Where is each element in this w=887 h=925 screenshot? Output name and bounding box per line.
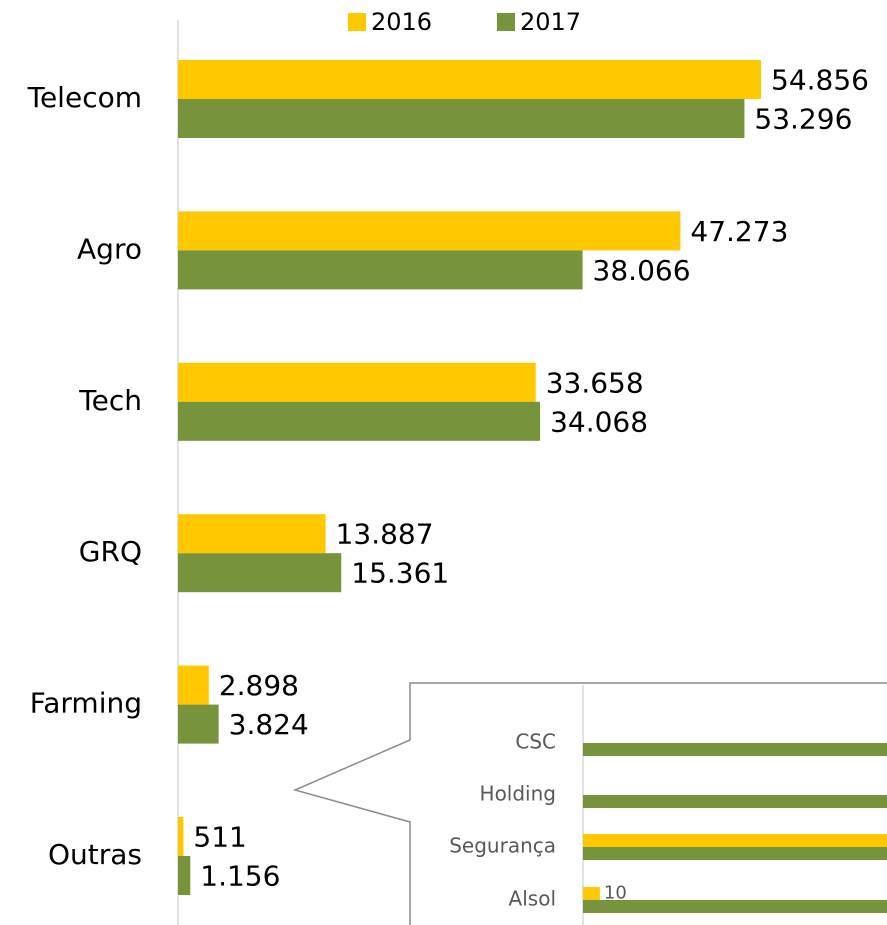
inset-bar [583,900,887,913]
bar [178,817,184,856]
inset-category-label: Segurança [449,834,556,858]
value-label: 511 [193,821,246,854]
value-label: 54.856 [771,64,869,97]
category-label: Telecom [27,81,142,114]
value-label: 3.824 [229,708,309,741]
bar [178,514,326,554]
bar [178,553,342,593]
inset-bar [583,847,887,860]
value-label: 13.887 [336,518,434,551]
inset-category-label: Alsol [509,887,556,911]
inset-bar [583,795,887,808]
value-label: 53.296 [754,103,852,136]
bar [178,704,219,744]
category-label: Outras [48,838,142,871]
value-label: 38.066 [593,254,691,287]
inset-bars [583,743,887,913]
value-label: 47.273 [690,215,788,248]
value-label: 33.658 [546,366,644,399]
inset-value-label: 10 [604,883,627,904]
bar [178,856,191,895]
bar [178,665,209,705]
legend-label: 2017 [520,8,581,36]
inset-bar [583,887,600,900]
bar [178,362,536,402]
value-label: 34.068 [550,405,648,438]
bar [178,211,681,251]
category-label: Tech [78,384,142,417]
value-label: 1.156 [200,860,280,893]
inset-bar [583,834,887,847]
category-label: Agro [77,232,142,265]
legend-swatch [348,13,366,31]
inset-category-label: Holding [480,782,556,806]
value-label: 15.361 [351,557,449,590]
bar [178,60,761,99]
inset-category-label: CSC [515,730,556,754]
inset-bar [583,743,887,756]
bar [178,250,583,290]
bar [178,99,745,138]
bar [178,401,541,441]
legend-label: 2016 [371,8,432,36]
category-label: GRQ [79,535,142,568]
legend-swatch [497,13,515,31]
category-label: Farming [30,687,142,720]
value-label: 2.898 [219,669,299,702]
